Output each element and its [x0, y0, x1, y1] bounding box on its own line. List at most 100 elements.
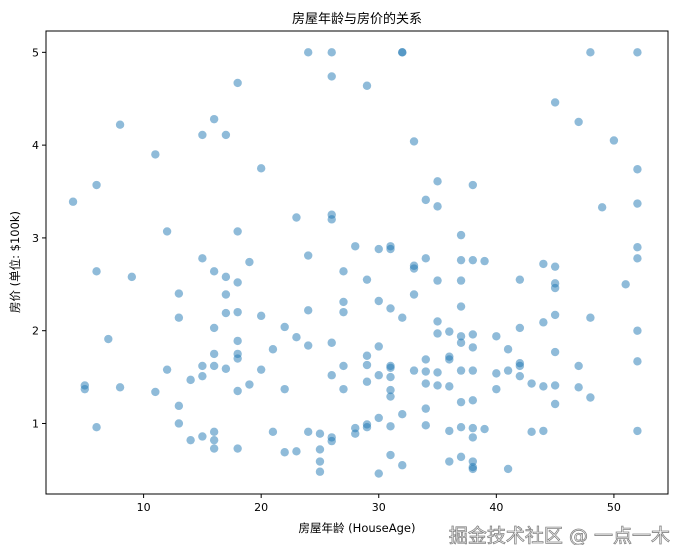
data-point	[468, 433, 478, 442]
data-point	[398, 410, 407, 419]
data-point	[515, 323, 525, 333]
data-point	[433, 202, 442, 211]
data-point	[550, 283, 560, 293]
data-point	[315, 429, 325, 438]
data-point	[280, 448, 289, 457]
data-point	[421, 379, 430, 388]
data-point	[362, 422, 372, 432]
data-point	[409, 366, 419, 375]
data-point	[433, 381, 442, 390]
data-point	[480, 424, 489, 434]
data-point	[186, 375, 195, 385]
data-point	[492, 384, 501, 394]
data-point	[92, 180, 101, 190]
data-point	[198, 361, 207, 371]
data-point	[233, 278, 242, 287]
y-tick-label: 4	[32, 139, 39, 152]
data-point	[292, 447, 301, 456]
data-point	[586, 313, 595, 322]
data-point	[327, 48, 336, 57]
data-point	[327, 215, 336, 224]
data-point	[433, 368, 442, 377]
data-point	[327, 338, 336, 347]
data-point	[492, 332, 501, 341]
data-point	[386, 422, 395, 431]
data-point	[468, 366, 478, 375]
data-point	[386, 363, 395, 373]
data-point	[221, 364, 231, 373]
data-point	[339, 307, 348, 317]
y-tick-label: 2	[32, 325, 39, 338]
data-point	[468, 180, 478, 190]
data-point	[550, 98, 560, 107]
data-point	[456, 422, 466, 432]
data-point	[421, 421, 430, 430]
data-point	[209, 435, 219, 445]
data-point	[374, 296, 383, 306]
data-point	[92, 267, 101, 276]
data-point	[550, 399, 560, 409]
data-point	[550, 347, 560, 357]
data-point	[151, 387, 160, 397]
data-point	[503, 366, 513, 375]
data-point	[221, 290, 231, 299]
data-point	[468, 330, 478, 339]
y-axis: 1 2 3 4 5	[32, 46, 46, 430]
data-point	[421, 404, 430, 413]
data-point	[456, 338, 466, 347]
data-point	[456, 230, 466, 240]
data-point	[550, 381, 560, 390]
data-point	[362, 360, 372, 370]
data-point	[174, 419, 184, 428]
data-point	[633, 254, 642, 263]
data-point	[503, 345, 513, 354]
data-point	[527, 427, 536, 437]
data-point	[421, 367, 430, 376]
data-point	[127, 272, 137, 282]
data-point	[115, 120, 125, 129]
data-point	[209, 114, 219, 124]
data-point	[445, 327, 454, 336]
data-point	[198, 371, 207, 381]
data-point	[362, 351, 372, 360]
x-tick-label: 30	[372, 501, 386, 514]
data-point	[221, 308, 231, 318]
data-point	[386, 244, 395, 254]
y-tick-label: 3	[32, 232, 39, 245]
data-point	[233, 386, 242, 396]
data-point	[304, 306, 313, 315]
data-point	[198, 130, 207, 140]
data-point	[198, 432, 207, 441]
data-point	[409, 137, 419, 146]
data-point	[633, 48, 642, 57]
data-point	[209, 427, 219, 437]
data-point	[162, 227, 172, 236]
data-point	[315, 445, 325, 454]
data-point	[233, 336, 242, 346]
x-axis-label: 房屋年龄 (HouseAge)	[299, 521, 416, 535]
data-point	[327, 436, 336, 446]
data-point	[539, 382, 548, 391]
data-point	[539, 426, 548, 436]
data-point	[339, 361, 348, 371]
data-point	[433, 276, 442, 285]
data-point	[339, 384, 348, 394]
data-point	[456, 397, 466, 407]
data-point	[633, 165, 642, 174]
plot-frame	[45, 30, 669, 495]
data-point	[609, 136, 619, 145]
data-point	[386, 304, 395, 313]
data-point	[162, 365, 172, 374]
data-point	[445, 457, 454, 466]
data-point	[456, 255, 466, 265]
data-point	[621, 280, 630, 289]
data-point	[633, 426, 642, 436]
data-point	[209, 323, 219, 333]
data-point	[362, 275, 372, 284]
data-point	[433, 177, 442, 186]
data-point	[174, 289, 184, 298]
data-point	[374, 469, 383, 478]
data-point	[515, 275, 525, 284]
data-point	[374, 342, 383, 351]
data-point	[468, 464, 478, 474]
